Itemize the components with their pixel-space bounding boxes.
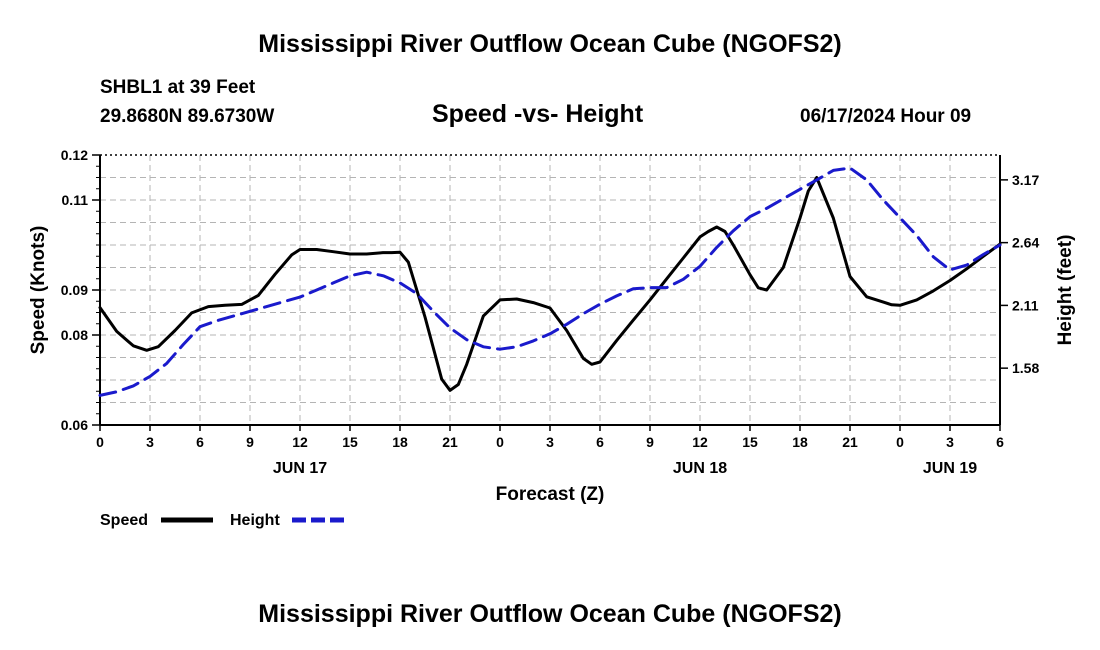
chart-title: Mississippi River Outflow Ocean Cube (NG…: [258, 30, 842, 58]
y-tick-label: 0.11: [62, 192, 89, 208]
x-tick-label: 9: [246, 434, 254, 450]
y-tick-label: 0.09: [61, 282, 88, 298]
date-label: JUN 19: [923, 460, 977, 477]
y-tick-label: 0.06: [61, 417, 88, 433]
x-tick-label: 15: [742, 434, 758, 450]
x-tick-label: 0: [496, 434, 504, 450]
station-label: SHBL1 at 39 Feet: [100, 77, 256, 98]
y-axis-label: Speed (Knots): [28, 226, 49, 355]
date-label: JUN 18: [673, 460, 727, 477]
x-tick-label: 12: [292, 434, 308, 450]
date-label: JUN 17: [273, 460, 327, 477]
x-tick-label: 3: [946, 434, 954, 450]
speed-height-chart: 0.06 0.08 0.09 0.11 0.12 1.58 2.11 2.64 3.17 0 3 6 9…: [28, 147, 1076, 529]
x-tick-label: 3: [546, 434, 554, 450]
y2-tick-label: 2.11: [1012, 297, 1039, 313]
station-coords: 29.8680N 89.6730W: [100, 106, 275, 127]
x-tick-label: 15: [342, 434, 358, 450]
x-tick-label: 21: [442, 434, 458, 450]
chart-title-bottom: Mississippi River Outflow Ocean Cube (NG…: [258, 600, 842, 628]
y-tick-label: 0.12: [61, 147, 88, 163]
legend-height-label: Height: [230, 512, 280, 529]
forecast-datetime: 06/17/2024 Hour 09: [800, 106, 972, 127]
x-tick-label: 0: [896, 434, 904, 450]
x-tick-label: 3: [146, 434, 154, 450]
x-tick-label: 18: [792, 434, 808, 450]
x-tick-label: 6: [996, 434, 1004, 450]
x-tick-label: 21: [842, 434, 858, 450]
legend-speed-label: Speed: [100, 512, 148, 529]
x-tick-label: 6: [596, 434, 604, 450]
y2-axis-label: Height (feet): [1055, 235, 1076, 346]
y-tick-label: 0.08: [61, 327, 88, 343]
x-tick-label: 12: [692, 434, 708, 450]
x-tick-label: 18: [392, 434, 408, 450]
y2-tick-label: 3.17: [1012, 172, 1039, 188]
speed-series-line: [98, 176, 1002, 392]
y2-tick-label: 1.58: [1012, 360, 1039, 376]
y2-tick-label: 2.64: [1012, 235, 1039, 251]
x-tick-label: 6: [196, 434, 204, 450]
x-axis-label: Forecast (Z): [496, 484, 605, 505]
x-tick-label: 0: [96, 434, 104, 450]
x-tick-label: 9: [646, 434, 654, 450]
chart-subtitle: Speed -vs- Height: [432, 100, 644, 128]
height-series-line: [98, 166, 1002, 397]
